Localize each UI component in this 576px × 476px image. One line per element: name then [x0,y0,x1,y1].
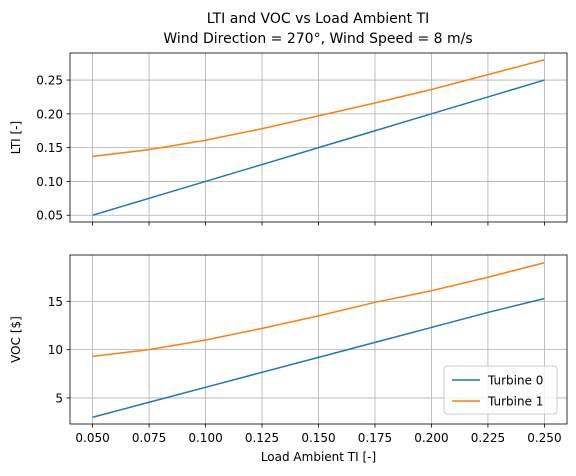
voc-ytick-label: 15 [48,295,63,309]
lti-plot: 0.05 0.10 0.15 0.20 0.25 LTI [-] [9,52,568,226]
voc-ylabel: VOC [$] [9,316,23,363]
figure-title-line2: Wind Direction = 270°, Wind Speed = 8 m/… [163,31,472,47]
lti-ylabel: LTI [-] [9,121,23,154]
lti-series-line-turbine-1 [92,59,545,158]
lti-ytick-label: 0.15 [36,141,63,155]
lti-ytick-label: 0.05 [36,209,63,223]
voc-legend-frame [443,365,558,415]
voc-xlabel: Load Ambient TI [-] [261,450,376,464]
voc-series-line-turbine-0 [92,297,545,418]
lti-series-line-turbine-0 [92,79,545,216]
lti-ytick-label: 0.25 [36,74,63,88]
voc-xtick-label: 0.050 [75,431,109,445]
voc-legend-label-turbine-1: Turbine 1 [487,395,543,409]
voc-xtick-label: 0.175 [358,431,392,445]
voc-xtick-label: 0.125 [245,431,279,445]
voc-plot: 0.050 0.075 0.100 0.125 0.150 0.175 0.200 0.225… [9,254,568,464]
figure-title-line1: LTI and VOC vs Load Ambient TI [207,11,430,27]
lti-ytick-label: 0.10 [36,175,63,189]
voc-xtick-label: 0.075 [132,431,166,445]
voc-xtick-label: 0.100 [188,431,222,445]
voc-xtick-label: 0.150 [301,431,335,445]
voc-legend: Turbine 0 Turbine 1 [443,365,558,415]
voc-xtick-label: 0.225 [471,431,505,445]
voc-xtick-label: 0.250 [527,431,561,445]
voc-ytick-label: 10 [48,343,63,357]
voc-legend-label-turbine-0: Turbine 0 [487,374,543,388]
voc-xtick-label: 0.200 [414,431,448,445]
voc-ytick-label: 5 [55,391,63,405]
lti-ytick-label: 0.20 [36,107,63,121]
voc-series-line-turbine-1 [92,262,545,358]
